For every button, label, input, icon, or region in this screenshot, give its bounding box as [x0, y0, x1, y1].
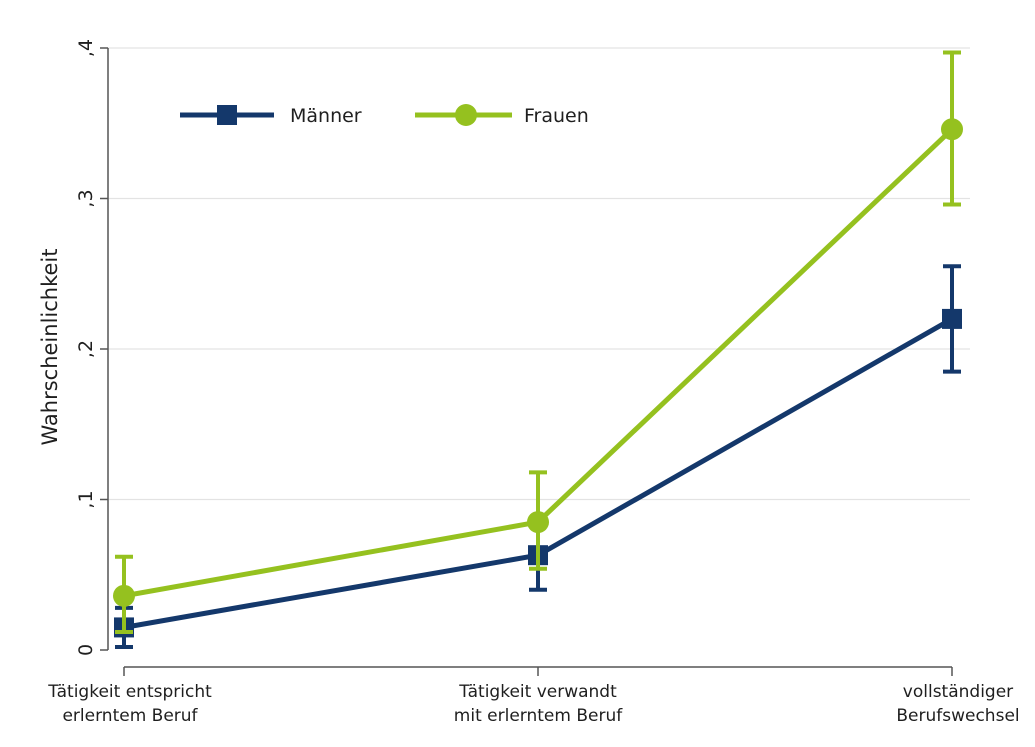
data-point — [942, 308, 962, 329]
y-tick-label: ,4 — [75, 39, 97, 57]
data-point — [941, 118, 963, 141]
legend-item: Frauen — [415, 104, 589, 127]
data-point — [113, 584, 135, 607]
x-tick-label: Berufswechsel — [896, 706, 1019, 726]
data-point — [527, 511, 549, 534]
y-tick-label: 0 — [75, 644, 97, 656]
legend-marker — [455, 104, 477, 126]
legend-label: Frauen — [524, 105, 589, 127]
legend-label: Männer — [290, 105, 362, 127]
axes: 0 ,1 ,2 ,3 ,4 Tätigkeit entspricht erlerntem B… — [47, 39, 1019, 726]
x-tick-label: mit erlerntem Beruf — [454, 706, 623, 726]
legend: Männer Frauen — [180, 104, 589, 127]
y-tick-label: ,1 — [75, 490, 97, 508]
plot-area — [96, 14, 1030, 656]
x-tick-label: vollständiger — [903, 682, 1013, 702]
y-axis-title: Wahrscheinlichkeit — [38, 248, 62, 445]
legend-marker — [217, 105, 237, 125]
y-tick-label: ,3 — [75, 189, 97, 207]
x-tick-label: Tätigkeit entspricht — [47, 682, 212, 702]
x-tick-label: Tätigkeit verwandt — [458, 682, 617, 702]
series-frauen — [113, 50, 963, 634]
y-tick-label: ,2 — [75, 340, 97, 358]
series — [113, 50, 963, 649]
x-tick-label: erlerntem Beruf — [62, 706, 198, 726]
legend-item: Männer — [180, 105, 362, 127]
